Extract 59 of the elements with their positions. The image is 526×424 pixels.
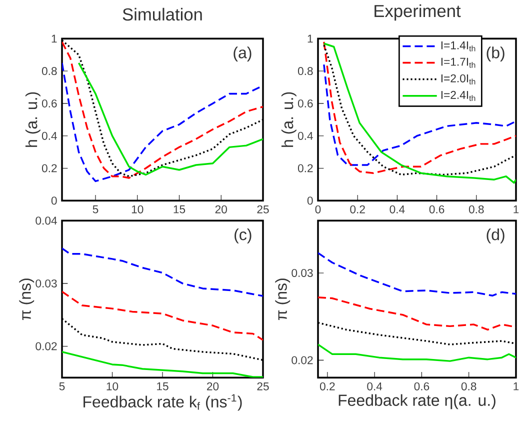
x-tick-label: 0.4 xyxy=(390,206,405,214)
y-tick-label: 0.2 xyxy=(298,164,313,172)
chart-title: Experiment xyxy=(374,4,461,21)
y-tick-label: 0.03 xyxy=(36,280,57,288)
y-axis-title: π (ns) xyxy=(275,278,290,320)
y-tick-label: 0.8 xyxy=(42,67,57,76)
x-tick-label: 15 xyxy=(157,382,168,390)
x-tick-label: 25 xyxy=(257,382,269,391)
x-tick-label: 25 xyxy=(257,206,269,214)
y-tick-label: 0.02 xyxy=(292,356,313,364)
y-tick-label: 0.6 xyxy=(298,100,313,108)
y-tick-label: 1 xyxy=(52,34,57,43)
annotation: (b) xyxy=(486,46,504,62)
x-tick-label: 0.8 xyxy=(468,206,484,214)
x-tick-label: 0.2 xyxy=(350,206,365,214)
x-tick-label: 15 xyxy=(174,206,186,214)
annotation: (a) xyxy=(234,46,252,62)
x-tick-label: 5 xyxy=(59,382,65,390)
line-series xyxy=(62,351,263,378)
line-series xyxy=(62,290,263,342)
x-tick-label: 20 xyxy=(207,382,219,391)
x-tick-label: 0.4 xyxy=(367,382,382,391)
y-tick-label: 0.2 xyxy=(42,164,57,172)
x-tick-label: 0.2 xyxy=(320,382,335,391)
y-axis-title: h (a. u.) xyxy=(25,92,40,148)
x-tick-label: 20 xyxy=(215,206,227,214)
legend-label: I=1.4I$_{th}$ xyxy=(441,42,476,52)
x-tick-label: 0.6 xyxy=(414,382,430,391)
line-series xyxy=(318,344,516,362)
legend-label: I=2.4I$_{th}$ xyxy=(441,91,476,102)
x-tick-label: 1 xyxy=(514,206,519,214)
x-tick-label: 10 xyxy=(132,206,144,214)
x-tick-label: 0.8 xyxy=(461,382,476,391)
y-tick-label: 0.02 xyxy=(36,342,57,350)
y-tick-label: 0.4 xyxy=(298,132,313,140)
x-tick-label: 0 xyxy=(315,206,321,214)
y-tick-label: 0.6 xyxy=(42,100,57,108)
y-tick-label: 0.8 xyxy=(298,67,313,76)
line-series xyxy=(62,248,263,298)
x-axis-title: Feedback rate η(a. u.) xyxy=(338,394,496,410)
x-axis-title: Feedback rate k$_{f}$ (ns$^{-1}$) xyxy=(84,394,242,411)
line-series xyxy=(318,252,516,297)
x-tick-label: 1 xyxy=(514,382,519,390)
y-tick-label: 1 xyxy=(308,34,313,43)
y-tick-label: 0.04 xyxy=(36,216,57,225)
y-axis-title: h (a. u.) xyxy=(281,92,296,148)
legend-label: I=1.7I$_{th}$ xyxy=(441,58,476,68)
y-tick-label: 0 xyxy=(307,196,313,205)
x-tick-label: 0.6 xyxy=(429,206,444,214)
legend-label: I=2.0I$_{th}$ xyxy=(441,74,476,85)
y-tick-label: 0.4 xyxy=(42,132,57,140)
x-tick-label: 5 xyxy=(92,206,98,214)
x-tick-label: 10 xyxy=(106,382,118,391)
y-tick-label: 0 xyxy=(51,196,57,205)
y-axis-title: π (ns) xyxy=(19,278,34,320)
annotation: (c) xyxy=(234,228,252,244)
chart-title: Simulation xyxy=(122,8,202,21)
y-tick-label: 0.03 xyxy=(292,269,313,278)
annotation: (d) xyxy=(486,228,504,244)
